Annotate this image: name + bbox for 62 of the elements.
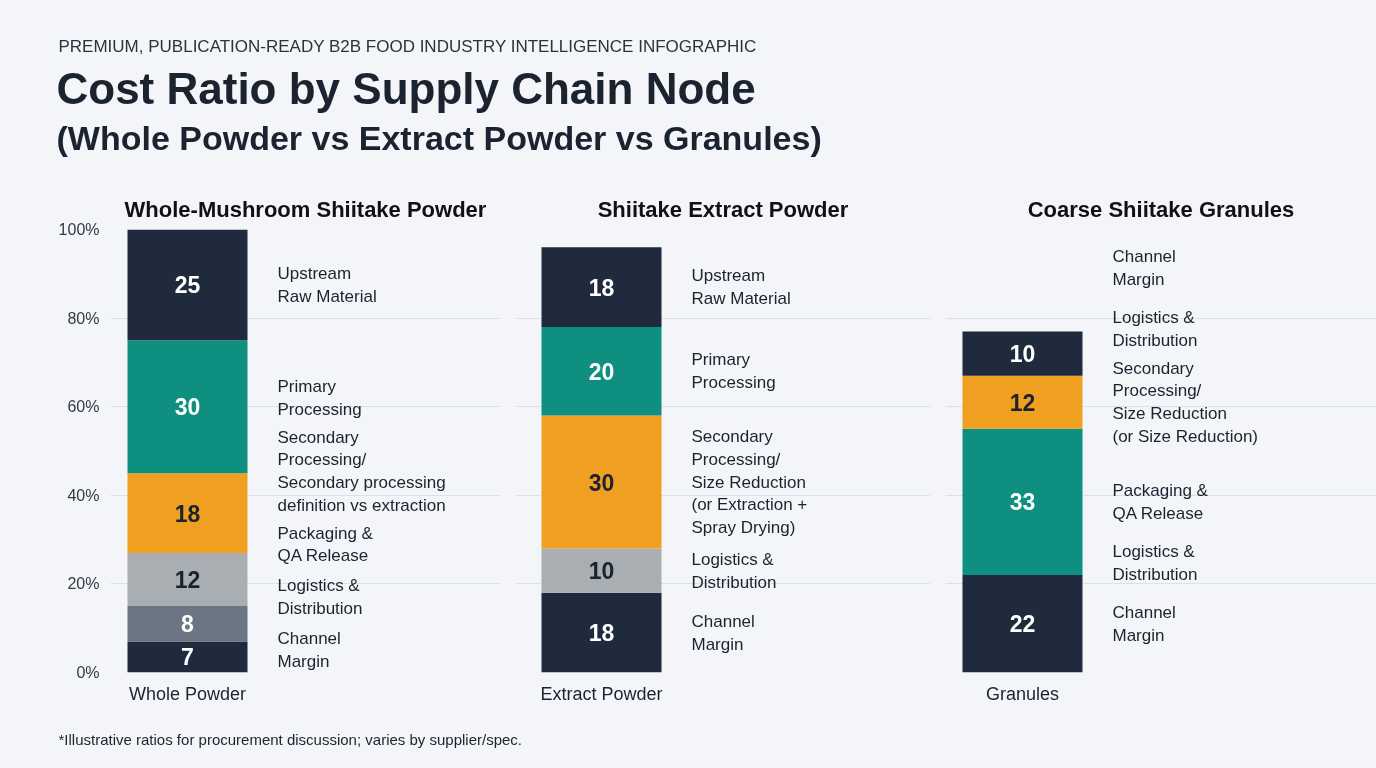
bar [127,552,248,607]
series-label: Channel Margin [691,611,755,654]
series-label: Logistics & Distribution [1112,308,1198,350]
x-tick-label: Whole Powder [128,683,247,704]
data-label: 12 [174,566,201,593]
data-label: 18 [588,620,615,647]
bar [962,331,1083,376]
y-tick-label: 100% [58,221,100,238]
y-tick-label: 0% [76,664,100,681]
data-label: 30 [588,469,615,496]
y-tick-label: 40% [67,486,100,504]
series-label: Packaging & QA Release [1112,481,1209,523]
series-label: Channel Margin [1112,602,1176,645]
data-label: 30 [174,394,201,421]
bar [127,641,248,673]
bar [962,375,1083,429]
bar [127,473,248,553]
bar [127,606,248,642]
bar [541,326,662,416]
text: *Illustrative ratios for procurement discussion; varies by supplier/spec. [58,731,523,748]
data-label: 7 [181,644,194,671]
bar [541,247,662,327]
bar [541,415,662,549]
text: Coarse Shiitake Granules [1027,196,1295,222]
text: Cost Ratio by Supply Chain Node (Whole Powder vs Extract Powder vs Granules) [56,64,822,157]
data-label: 18 [174,500,201,527]
series-label: Secondary Processing/ Secondary processing definition vs extraction [277,427,446,515]
bar [541,592,662,673]
data-label: 20 [588,358,615,385]
data-label: 33 [1009,489,1036,516]
series-label: Primary Processing [691,350,776,393]
series-label: Primary Processing [277,377,362,419]
text: Whole-Mushroom Shiitake Powder [124,196,487,222]
y-tick-label: 80% [67,309,100,327]
text: Shiitake Extract Powder [597,196,849,222]
data-label: 8 [181,611,195,638]
bar [127,229,248,341]
bar [962,575,1083,673]
x-tick-label: Extract Powder [540,683,663,704]
series-label: Logistics & Distribution [277,576,363,619]
series-label: Secondary Processing/ Size Reduction (or Size Reduction) [1112,358,1259,446]
text: PREMIUM, PUBLICATION-READY B2B FOOD INDUSTRY INTELLIGENCE INFOGRAPHIC [58,37,757,56]
series-label: Packaging & QA Release [277,523,374,566]
data-label: 22 [1009,611,1036,638]
data-label: 10 [1009,341,1036,368]
x-tick-label: Granules [985,683,1060,704]
y-tick-label: 60% [67,398,100,416]
series-label: Upstream Raw Material [691,266,791,308]
text: Channel Margin [1112,247,1176,289]
series-label: Logistics & Distribution [691,549,777,592]
text: Logistics & Distribution [1112,541,1198,584]
bar [962,428,1083,576]
data-label: 12 [1009,389,1036,416]
series-label: Upstream Raw Material [277,263,377,306]
bar [541,548,662,593]
data-label: 18 [588,274,615,301]
bar [127,340,248,474]
data-label: 10 [588,558,615,585]
y-tick-label: 20% [67,575,100,593]
data-label: 25 [174,272,201,299]
series-label: Secondary Processing/ Size Reduction (or Extraction + Spray Drying) [691,426,808,538]
series-label: Channel Margin [277,629,341,671]
